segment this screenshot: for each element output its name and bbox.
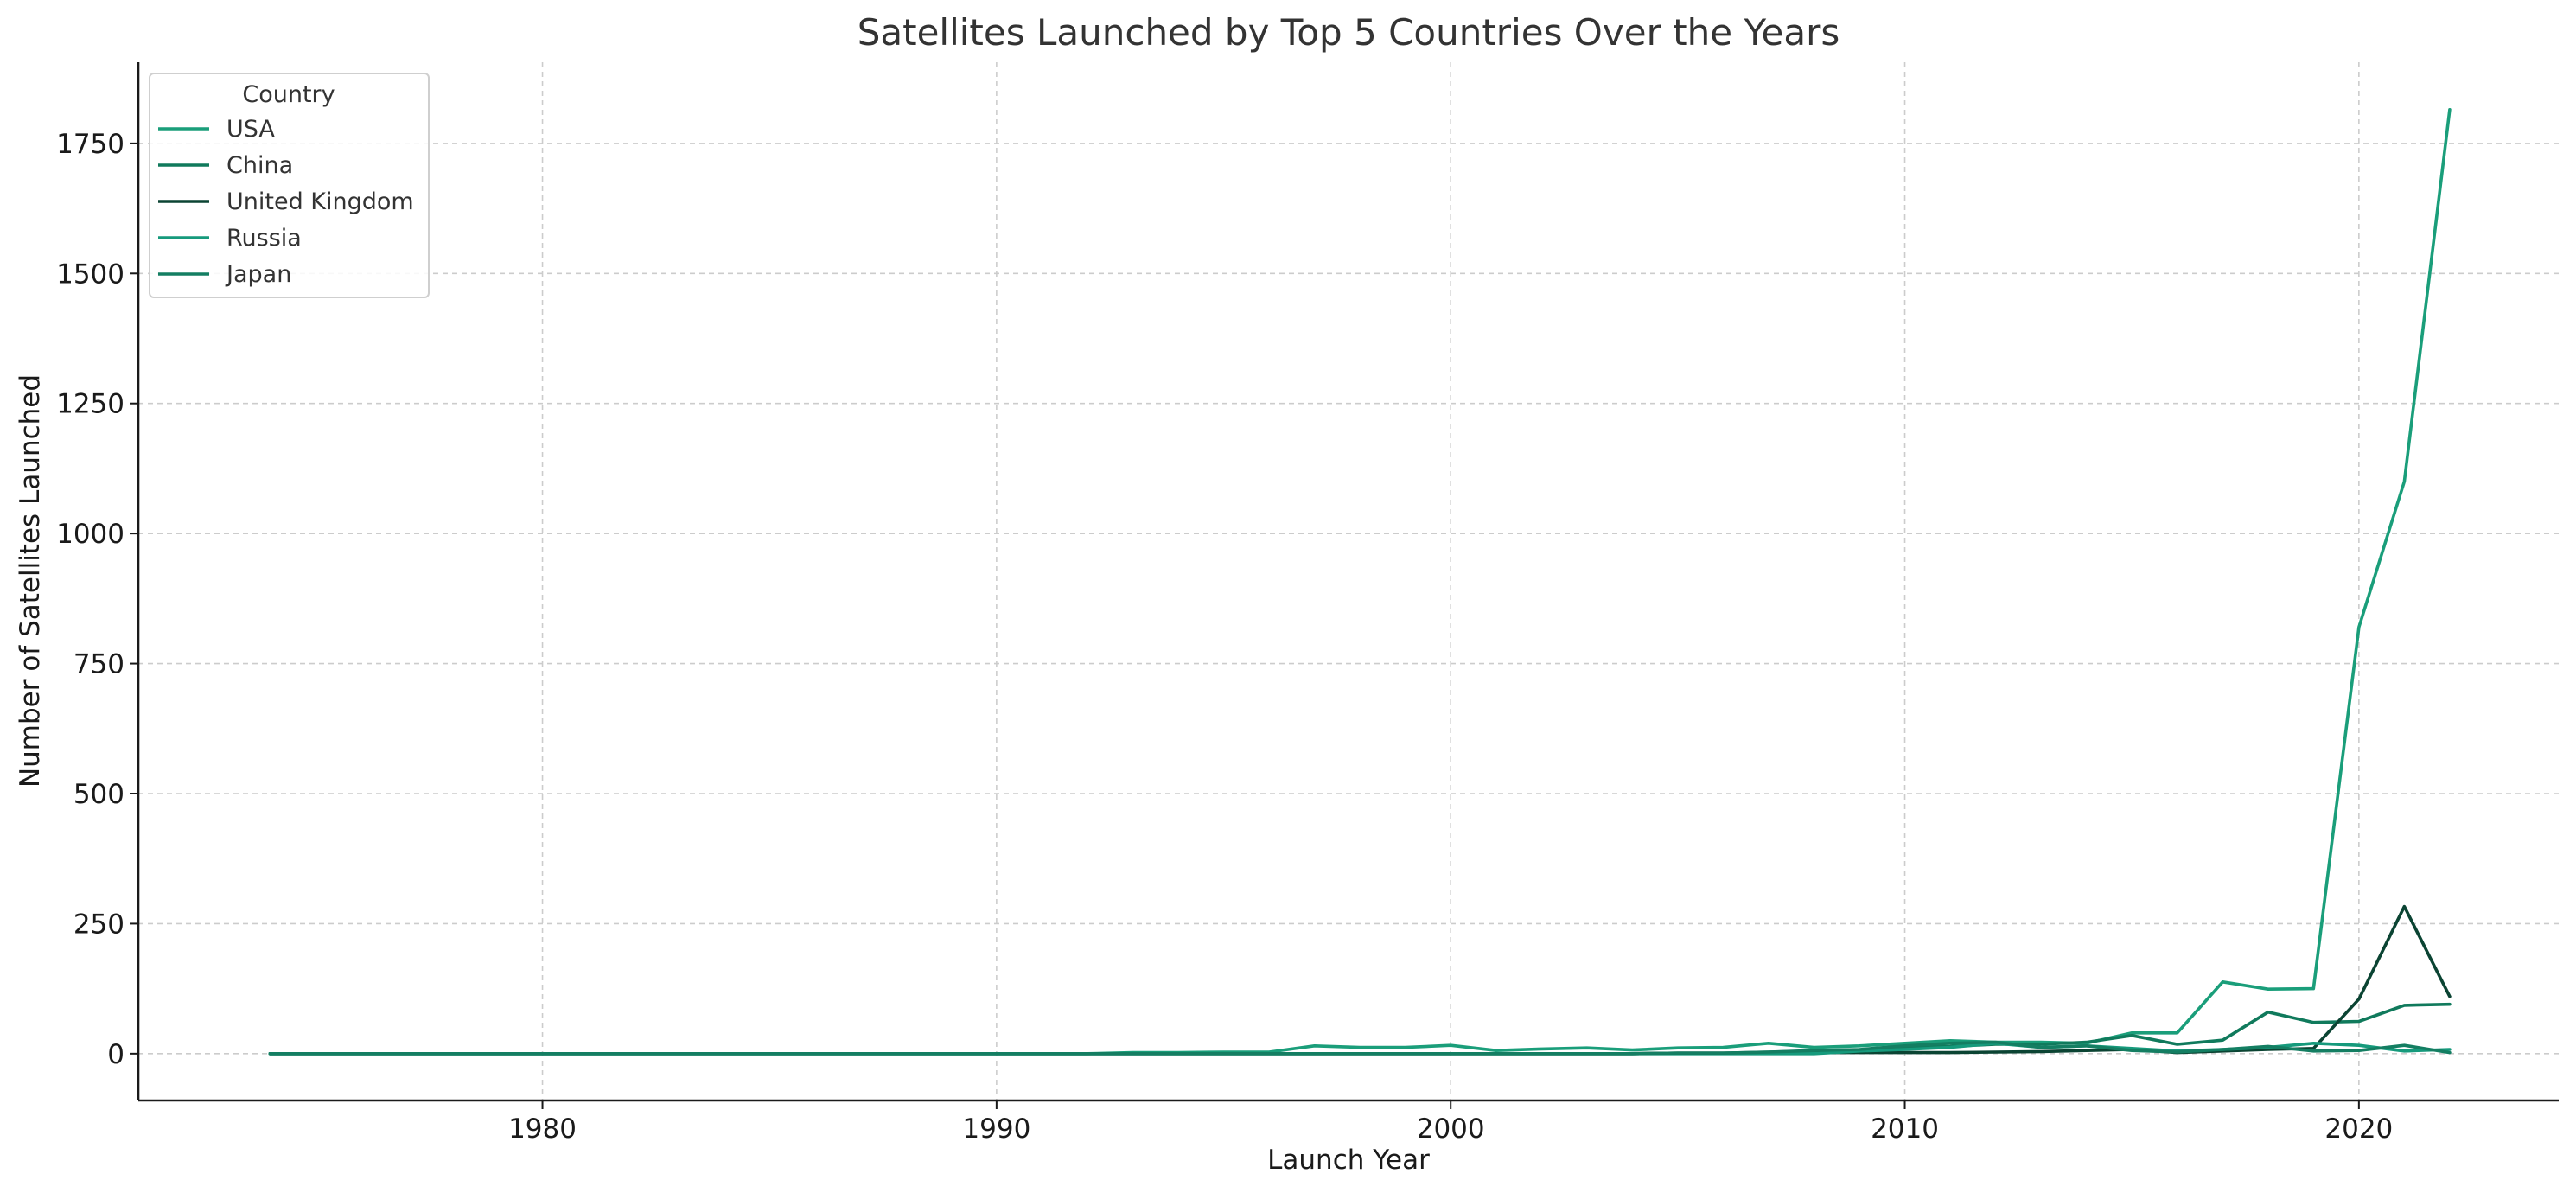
gridlines <box>138 62 2559 1100</box>
series-line-united-kingdom <box>268 904 2452 1056</box>
chart-title: Satellites Launched by Top 5 Countries O… <box>858 11 1840 54</box>
legend-label-china: China <box>226 152 293 179</box>
legend-items: USA China United Kingdom Russia Japan <box>158 116 414 288</box>
legend-label-united-kingdom: United Kingdom <box>226 188 414 215</box>
legend-label-usa: USA <box>226 116 275 143</box>
y-axis-label: Number of Satellites Launched <box>15 374 46 788</box>
y-tick-label: 250 <box>73 909 124 940</box>
series-line-usa <box>268 108 2452 1056</box>
series-line-japan <box>268 1040 2452 1056</box>
axes <box>137 62 2559 1102</box>
y-tick-label: 1500 <box>56 258 124 290</box>
legend-frame <box>149 73 430 298</box>
y-tick-label: 1000 <box>56 519 124 550</box>
x-tick-label: 1980 <box>508 1113 577 1145</box>
y-tick-label: 0 <box>107 1039 124 1070</box>
axis-ticks: 1980 1990 2000 2010 2020 0 250 500 750 1000 1250 15… <box>56 129 2393 1145</box>
legend: Country USA China United Kingdom Russia Japa… <box>149 73 430 298</box>
series-lines <box>268 108 2452 1056</box>
y-tick-label: 750 <box>73 649 124 680</box>
legend-title: Country <box>242 81 335 108</box>
x-tick-label: 2020 <box>2324 1113 2393 1145</box>
x-axis-label: Launch Year <box>1267 1145 1430 1176</box>
y-tick-label: 1250 <box>56 389 124 420</box>
legend-label-japan: Japan <box>225 261 291 288</box>
y-tick-label: 1750 <box>56 129 124 160</box>
x-tick-label: 2010 <box>1871 1113 1939 1145</box>
y-tick-label: 500 <box>73 779 124 810</box>
legend-label-russia: Russia <box>226 225 302 252</box>
x-tick-label: 2000 <box>1417 1113 1485 1145</box>
x-tick-label: 1990 <box>962 1113 1030 1145</box>
